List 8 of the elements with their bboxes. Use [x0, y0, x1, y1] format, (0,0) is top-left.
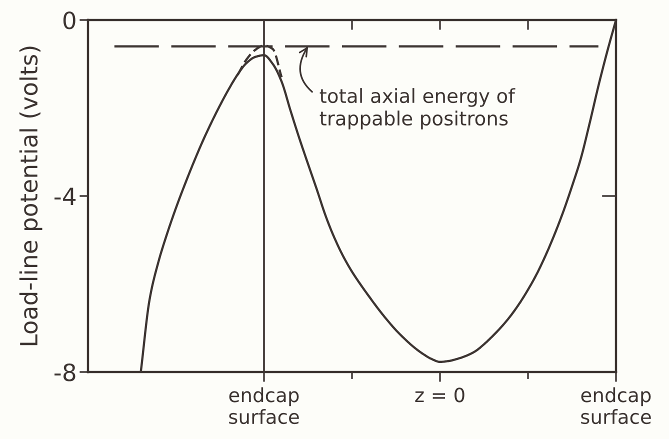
x-tick-label: endcap surface: [581, 387, 651, 424]
y-axis-title: Load-line potential (volts): [19, 46, 42, 346]
x-tick-label: z = 0: [415, 388, 464, 402]
x-tick-label: endcap surface: [229, 387, 299, 424]
y-tick-label: -8: [54, 363, 76, 382]
y-tick-label: -4: [54, 188, 76, 205]
annotation: total axial energy of trappable positrons: [320, 88, 516, 130]
y-tick-label: 0: [63, 11, 76, 30]
